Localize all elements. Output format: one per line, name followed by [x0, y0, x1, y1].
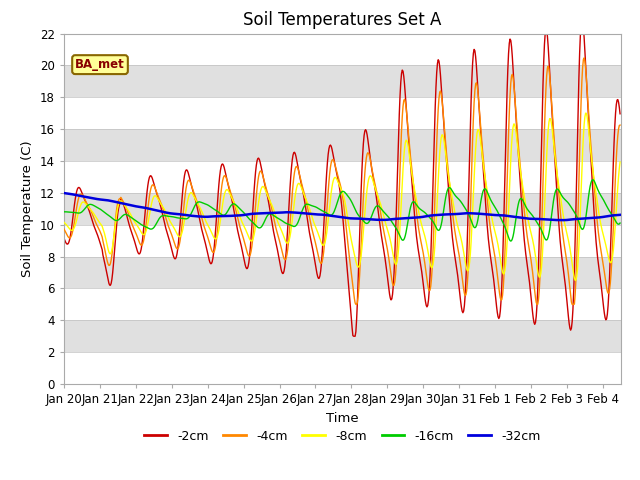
-4cm [352, 301, 360, 307]
-2cm [138, 242, 146, 248]
-8cm [298, 184, 305, 190]
-16cm [60, 209, 68, 215]
Bar [64, 65, 621, 97]
Bar [64, 129, 621, 161]
-16cm [589, 177, 597, 182]
-16cm [318, 208, 326, 214]
-4cm [616, 122, 624, 128]
-16cm [472, 223, 480, 228]
Bar [64, 97, 621, 129]
-2cm [616, 111, 624, 117]
Line: -8cm: -8cm [64, 113, 620, 280]
-32cm [559, 217, 566, 223]
Bar [64, 161, 621, 193]
-2cm [473, 73, 481, 79]
Legend: -2cm, -4cm, -8cm, -16cm, -32cm: -2cm, -4cm, -8cm, -16cm, -32cm [140, 425, 545, 448]
-8cm [459, 245, 467, 251]
-32cm [459, 211, 467, 216]
-16cm [298, 210, 305, 216]
-4cm [318, 259, 326, 264]
Line: -32cm: -32cm [64, 193, 620, 220]
-32cm [138, 204, 146, 210]
Bar [64, 320, 621, 352]
Bar [64, 193, 621, 225]
Text: BA_met: BA_met [75, 58, 125, 71]
Y-axis label: Soil Temperature (C): Soil Temperature (C) [21, 141, 35, 277]
-4cm [473, 83, 481, 88]
-8cm [60, 219, 68, 225]
-16cm [63, 209, 70, 215]
Bar [64, 257, 621, 288]
Line: -16cm: -16cm [64, 180, 620, 241]
-2cm [60, 235, 68, 241]
-2cm [578, 15, 586, 21]
Line: -4cm: -4cm [64, 58, 620, 304]
-8cm [138, 230, 146, 236]
Bar [64, 34, 621, 65]
-32cm [318, 212, 326, 217]
-8cm [472, 136, 480, 142]
-4cm [63, 230, 70, 236]
-4cm [298, 179, 305, 185]
Bar [64, 225, 621, 257]
-4cm [460, 286, 467, 292]
X-axis label: Time: Time [326, 411, 358, 425]
-32cm [60, 190, 68, 196]
Bar [64, 288, 621, 320]
Line: -2cm: -2cm [64, 18, 620, 336]
-2cm [298, 180, 305, 186]
-8cm [582, 110, 589, 116]
-32cm [63, 191, 70, 196]
-8cm [63, 222, 70, 228]
-8cm [318, 241, 326, 247]
-2cm [460, 308, 467, 314]
-8cm [572, 277, 579, 283]
-4cm [580, 55, 588, 61]
Title: Soil Temperatures Set A: Soil Temperatures Set A [243, 11, 442, 29]
Bar [64, 352, 621, 384]
-4cm [138, 242, 146, 248]
-16cm [138, 222, 146, 228]
-4cm [60, 226, 68, 232]
-8cm [616, 159, 624, 165]
-16cm [459, 202, 467, 207]
-2cm [318, 251, 326, 256]
-16cm [616, 220, 624, 226]
-2cm [350, 333, 358, 339]
-16cm [507, 238, 515, 244]
-32cm [298, 210, 305, 216]
-32cm [616, 212, 624, 218]
-32cm [472, 211, 480, 216]
-2cm [63, 240, 70, 246]
